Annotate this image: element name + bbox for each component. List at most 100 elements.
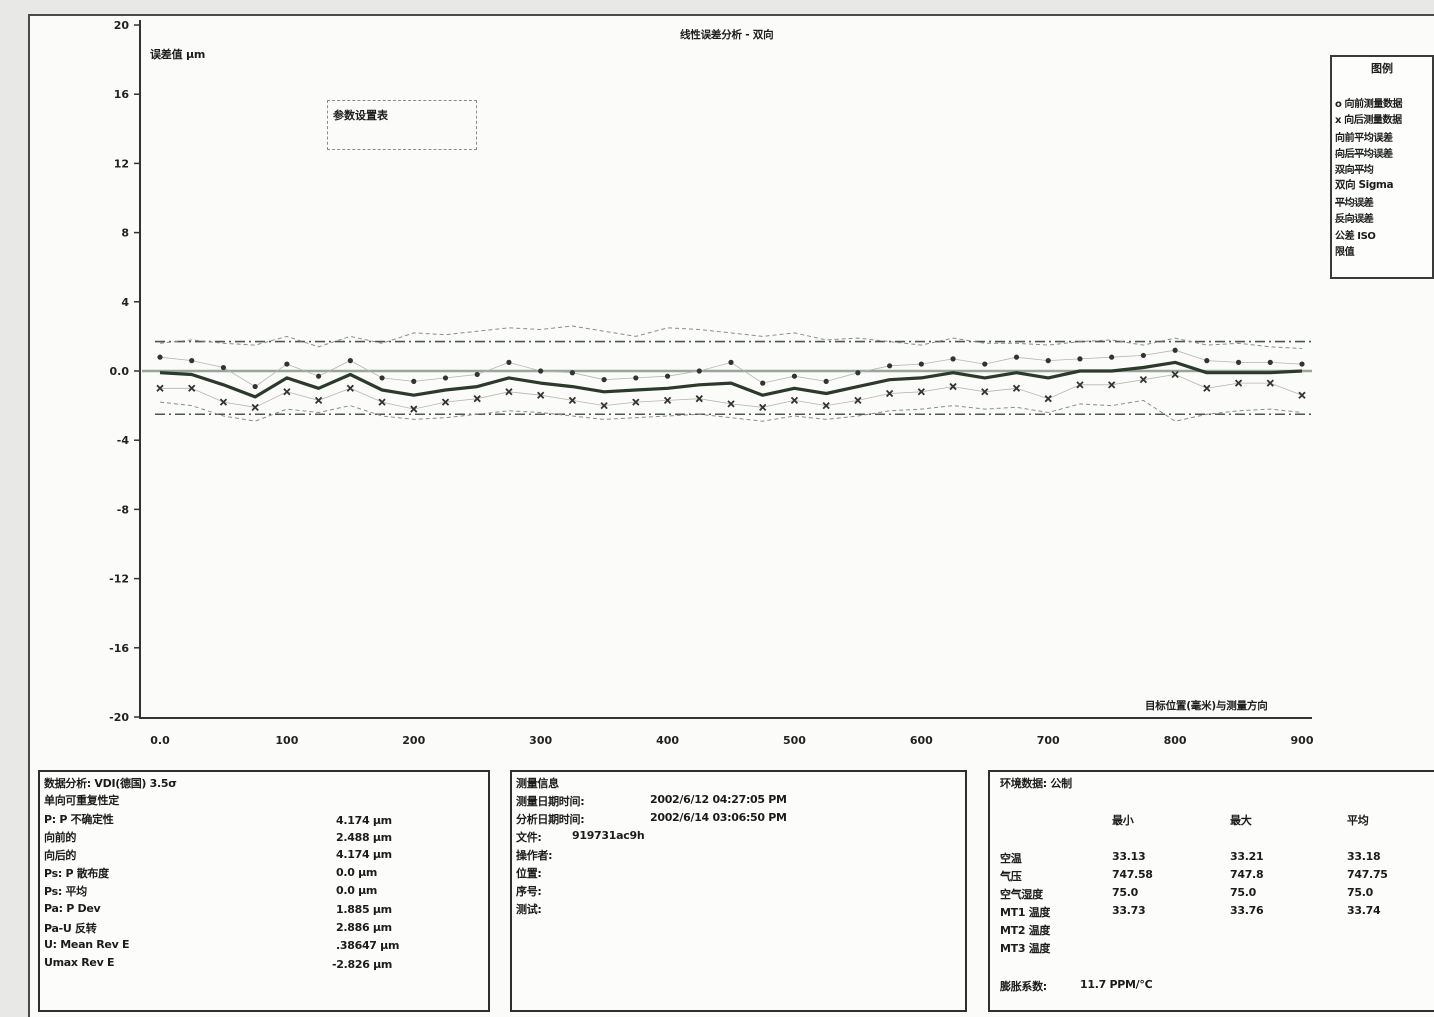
environment-header-min: 最小 — [1112, 814, 1134, 827]
analysis-row-label: Pa-U 反转 — [44, 922, 97, 935]
info-row-label: 位置: — [516, 867, 542, 880]
forward-point — [442, 375, 449, 381]
info-row-label: 序号: — [516, 885, 542, 898]
backward-point — [537, 391, 545, 399]
forward-point — [1235, 359, 1242, 365]
legend-item-sigma: 双向 Sigma — [1335, 179, 1394, 191]
analysis-row-label: Umax Rev E — [44, 956, 115, 969]
x-tick-label: 900 — [1291, 734, 1314, 747]
analysis-row-label: 向后的 — [44, 849, 77, 862]
y-tick-label: 12 — [114, 157, 129, 170]
backward-point — [1266, 379, 1274, 387]
forward-point — [379, 375, 385, 381]
y-tick-label: -12 — [109, 573, 129, 586]
backward-point — [1012, 384, 1021, 392]
bidirectional-mean-line — [159, 360, 1303, 399]
analysis-panel: 数据分析: VDI(德国) 3.5σ 单向可重复性定 P: P 不确定性 4.1… — [38, 770, 490, 1012]
forward-point — [950, 356, 956, 362]
forward-point — [569, 370, 575, 376]
environment-cell: 33.76 — [1230, 904, 1264, 917]
info-row-label: 文件: — [516, 831, 542, 844]
forward-point — [1204, 358, 1210, 364]
analysis-row-value: 0.0 μm — [336, 884, 378, 897]
legend-item-forward-data: o 向前测量数据 — [1335, 99, 1403, 110]
environment-cell: 75.0 — [1112, 886, 1138, 899]
forward-point — [1267, 359, 1273, 365]
forward-point — [1172, 347, 1178, 353]
info-row-label: 测试: — [516, 903, 542, 916]
info-row-value: 2002/6/14 03:06:50 PM — [650, 811, 787, 824]
y-tick-label: 4 — [121, 296, 129, 309]
backward-point — [885, 389, 894, 398]
y-tick-label: -4 — [117, 434, 130, 447]
backward-point — [663, 396, 672, 405]
backward-point — [822, 401, 830, 410]
forward-point — [760, 380, 766, 386]
forward-point — [411, 378, 417, 384]
analysis-row-value: 2.886 μm — [336, 921, 392, 934]
x-tick-label: 300 — [529, 734, 552, 747]
backward-point — [441, 398, 450, 406]
analysis-row-label: Pa: P Dev — [44, 902, 101, 915]
forward-point — [791, 373, 798, 379]
forward-point — [1109, 354, 1115, 360]
x-tick-label: 500 — [783, 734, 806, 747]
environment-cell: 75.0 — [1347, 886, 1373, 899]
y-tick-label: 8 — [121, 227, 129, 240]
parameter-box: 参数设置表 — [327, 100, 477, 150]
x-tick-label: 800 — [1164, 734, 1187, 747]
forward-point — [696, 368, 702, 374]
legend-item-forward-mean: 向前平均误差 — [1335, 133, 1393, 144]
backward-point — [219, 398, 228, 406]
backward-point — [188, 384, 196, 392]
y-tick-label: -8 — [117, 503, 129, 516]
backward-point — [727, 400, 735, 408]
backward-point — [378, 398, 386, 406]
legend-item-limits: 限值 — [1335, 247, 1355, 258]
forward-point — [855, 370, 861, 376]
info-row-value: 2002/6/12 04:27:05 PM — [650, 793, 787, 806]
environment-cell: 747.58 — [1112, 868, 1153, 881]
environment-header-max: 最大 — [1230, 814, 1252, 827]
forward-point — [601, 377, 607, 383]
backward-point — [1108, 381, 1116, 389]
backward-point — [632, 398, 640, 406]
x-tick-label: 100 — [275, 734, 298, 747]
y-tick-label: 0.0 — [110, 365, 130, 378]
forward-point — [284, 361, 290, 367]
environment-cell: 747.8 — [1230, 868, 1264, 881]
backward-point — [473, 395, 481, 403]
environment-row-label: 空温 — [1000, 852, 1022, 865]
backward-point — [283, 388, 291, 396]
analysis-row-label: P: P 不确定性 — [44, 813, 114, 826]
backward-point — [314, 396, 323, 405]
forward-point — [918, 361, 924, 367]
analysis-row-value: 4.174 μm — [336, 848, 392, 861]
forward-point — [664, 373, 671, 379]
forward-point — [1045, 358, 1051, 364]
environment-cell: 747.75 — [1347, 868, 1388, 881]
backward-point — [1234, 379, 1243, 387]
info-row-label: 测量日期时间: — [516, 795, 585, 808]
y-axis-label: 误差值 μm — [150, 48, 206, 61]
legend-item-tolerance: 公差 ISO — [1335, 231, 1376, 242]
environment-row-label: MT2 温度 — [1000, 924, 1051, 937]
environment-row-label: MT1 温度 — [1000, 906, 1051, 919]
backward-point — [1076, 381, 1084, 389]
backward-point — [1044, 395, 1052, 403]
environment-row-label: MT3 温度 — [1000, 942, 1051, 955]
backward-point — [600, 401, 608, 410]
error-plot: 20 16 12 8 4 0.0 -4 -8 -12 -16 -20 0.0 100 200 300 400 5… — [109, 19, 1314, 747]
forward-point — [474, 371, 480, 378]
x-tick-label: 700 — [1037, 734, 1060, 747]
environment-cell: 33.73 — [1112, 904, 1146, 917]
analysis-row-label: Ps: P 散布度 — [44, 867, 109, 880]
forward-point — [633, 375, 639, 381]
forward-point — [316, 373, 322, 379]
y-tick-label: -16 — [109, 642, 129, 655]
backward-point — [346, 384, 354, 392]
analysis-row-label: Ps: 平均 — [44, 885, 87, 898]
x-tick-label: 200 — [402, 734, 425, 747]
info-panel-title: 测量信息 — [516, 777, 559, 790]
forward-point — [887, 363, 893, 369]
